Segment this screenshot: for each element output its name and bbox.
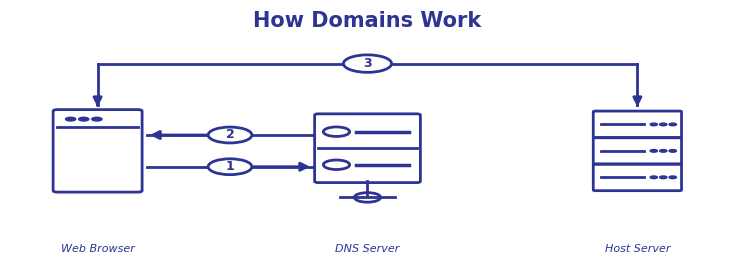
Circle shape: [79, 117, 89, 121]
Text: DNS Server: DNS Server: [335, 244, 400, 254]
Circle shape: [659, 123, 667, 126]
Circle shape: [650, 150, 657, 152]
Text: 1: 1: [226, 160, 234, 173]
Text: 3: 3: [363, 57, 372, 70]
Text: Host Server: Host Server: [605, 244, 670, 254]
Text: How Domains Work: How Domains Work: [254, 11, 481, 31]
Circle shape: [669, 123, 676, 126]
Circle shape: [659, 150, 667, 152]
Text: 2: 2: [226, 129, 234, 141]
Circle shape: [669, 176, 676, 179]
Circle shape: [343, 55, 392, 72]
Circle shape: [669, 150, 676, 152]
Circle shape: [659, 176, 667, 179]
Circle shape: [208, 159, 252, 175]
Circle shape: [208, 127, 252, 143]
Text: Web Browser: Web Browser: [61, 244, 135, 254]
Circle shape: [65, 117, 76, 121]
Circle shape: [650, 176, 657, 179]
Circle shape: [650, 123, 657, 126]
Circle shape: [92, 117, 102, 121]
